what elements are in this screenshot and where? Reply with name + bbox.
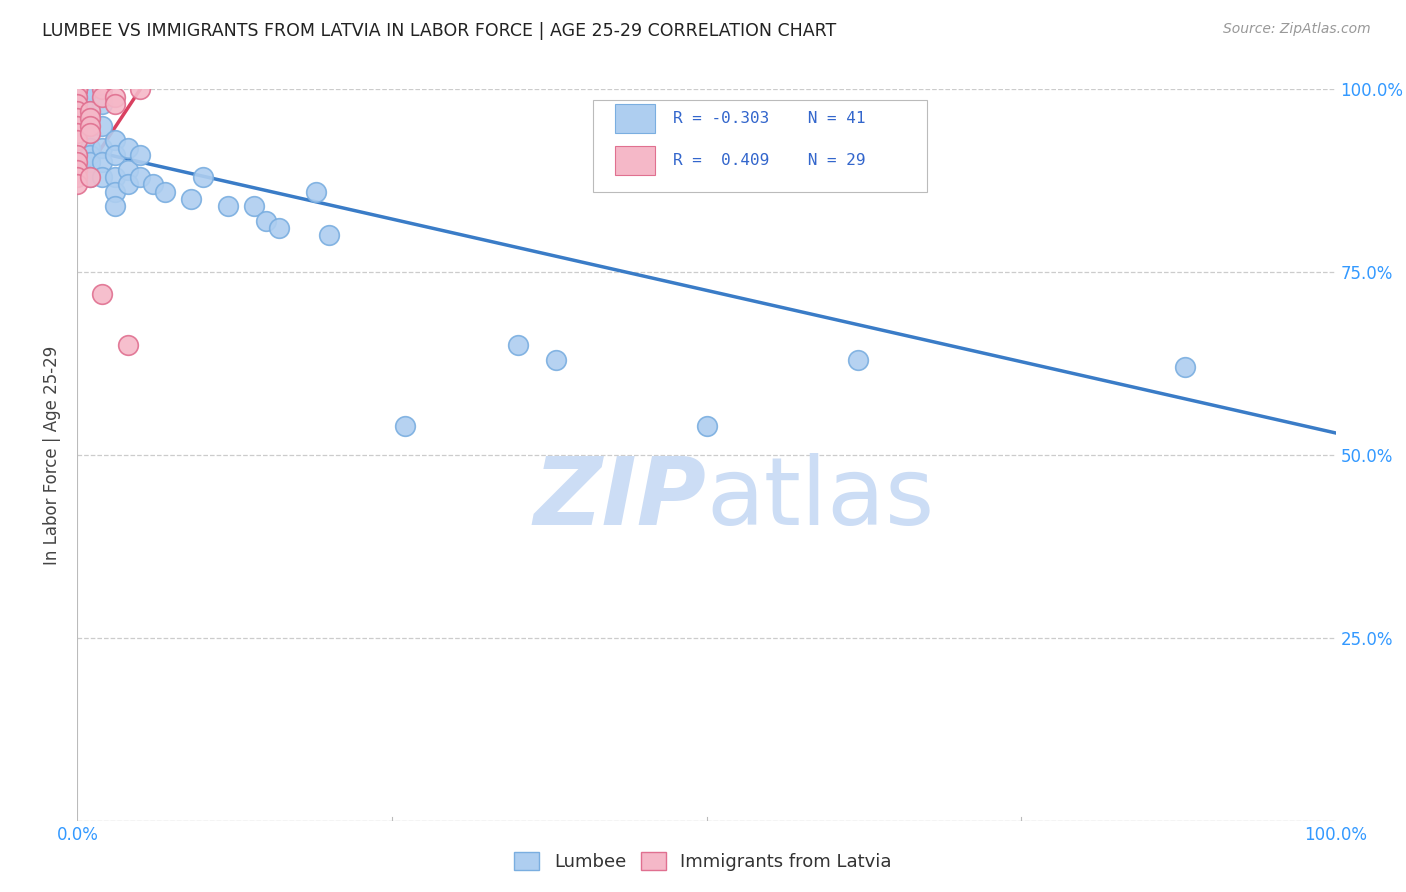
Point	[79, 89, 101, 103]
Point	[66, 155, 89, 169]
Point	[91, 287, 114, 301]
Point	[91, 169, 114, 184]
Point	[66, 133, 89, 147]
Point	[66, 82, 89, 96]
Point	[117, 141, 139, 155]
Point	[1174, 360, 1197, 375]
Text: R = -0.303    N = 41: R = -0.303 N = 41	[672, 111, 865, 126]
Point	[217, 199, 239, 213]
FancyBboxPatch shape	[593, 100, 927, 192]
Point	[91, 89, 114, 103]
Legend: Lumbee, Immigrants from Latvia: Lumbee, Immigrants from Latvia	[508, 846, 898, 879]
Point	[696, 418, 718, 433]
Point	[79, 119, 101, 133]
Point	[66, 178, 89, 192]
Point	[104, 199, 127, 213]
Text: LUMBEE VS IMMIGRANTS FROM LATVIA IN LABOR FORCE | AGE 25-29 CORRELATION CHART: LUMBEE VS IMMIGRANTS FROM LATVIA IN LABO…	[42, 22, 837, 40]
Point	[91, 82, 114, 96]
Point	[66, 82, 89, 96]
Point	[180, 192, 202, 206]
Point	[544, 352, 567, 367]
Point	[117, 178, 139, 192]
Point	[66, 104, 89, 119]
Text: ZIP: ZIP	[534, 453, 707, 545]
Point	[117, 338, 139, 352]
Point	[79, 104, 101, 119]
Point	[91, 96, 114, 111]
Point	[79, 126, 101, 140]
Point	[104, 169, 127, 184]
Point	[66, 119, 89, 133]
Point	[66, 126, 89, 140]
Point	[155, 185, 177, 199]
Point	[254, 214, 277, 228]
Point	[129, 148, 152, 162]
FancyBboxPatch shape	[614, 145, 655, 175]
Point	[506, 338, 529, 352]
Point	[242, 199, 264, 213]
Point	[104, 133, 127, 147]
Point	[79, 155, 101, 169]
Point	[79, 126, 101, 140]
Point	[117, 162, 139, 177]
Point	[66, 169, 89, 184]
Point	[846, 352, 869, 367]
Point	[79, 82, 101, 96]
FancyBboxPatch shape	[614, 103, 655, 133]
Point	[79, 119, 101, 133]
Point	[66, 82, 89, 96]
Point	[66, 112, 89, 126]
Point	[79, 169, 101, 184]
Point	[91, 119, 114, 133]
Point	[66, 148, 89, 162]
Point	[79, 112, 101, 126]
Point	[66, 82, 89, 96]
Y-axis label: In Labor Force | Age 25-29: In Labor Force | Age 25-29	[44, 345, 62, 565]
Point	[104, 96, 127, 111]
Point	[66, 96, 89, 111]
Point	[129, 82, 152, 96]
Point	[79, 169, 101, 184]
Point	[79, 104, 101, 119]
Point	[394, 418, 416, 433]
Point	[104, 148, 127, 162]
Point	[305, 185, 328, 199]
Point	[66, 162, 89, 177]
Point	[142, 178, 165, 192]
Point	[66, 82, 89, 96]
Text: Source: ZipAtlas.com: Source: ZipAtlas.com	[1223, 22, 1371, 37]
Point	[318, 228, 340, 243]
Point	[91, 141, 114, 155]
Text: R =  0.409    N = 29: R = 0.409 N = 29	[672, 153, 865, 168]
Point	[91, 155, 114, 169]
Point	[79, 112, 101, 126]
Point	[104, 89, 127, 103]
Point	[191, 169, 215, 184]
Point	[129, 169, 152, 184]
Point	[79, 148, 101, 162]
Text: atlas: atlas	[707, 453, 935, 545]
Point	[104, 185, 127, 199]
Point	[66, 89, 89, 103]
Point	[79, 141, 101, 155]
Point	[267, 221, 290, 235]
